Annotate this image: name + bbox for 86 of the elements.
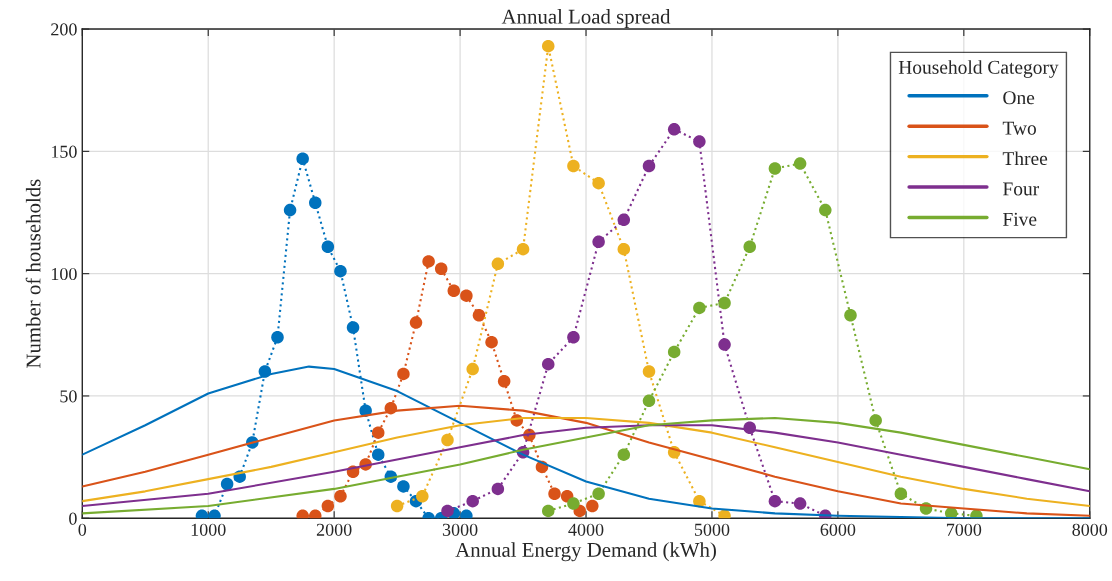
point [466, 362, 479, 376]
x-tick-label: 4000 [568, 523, 604, 536]
point [397, 367, 410, 381]
legend-label: Four [1003, 182, 1040, 196]
y-tick-label: 50 [60, 390, 77, 403]
point [422, 255, 435, 268]
point [447, 284, 461, 298]
point [793, 157, 807, 170]
point [693, 135, 706, 148]
point [586, 499, 599, 513]
x-tick-label: 1000 [191, 523, 226, 536]
point [617, 448, 631, 461]
chart-title: Annual Load spread [501, 9, 671, 28]
point [844, 308, 857, 322]
point [793, 497, 807, 510]
point [718, 338, 731, 351]
point [472, 308, 486, 322]
point [541, 39, 555, 53]
point [441, 433, 454, 447]
x-tick-label: 5000 [694, 523, 730, 536]
y-tick-label: 200 [51, 23, 77, 36]
point [617, 213, 631, 227]
point [642, 365, 656, 378]
point [390, 499, 404, 513]
point [592, 176, 605, 190]
point [321, 499, 335, 513]
point [485, 335, 498, 349]
y-tick-label: 150 [51, 145, 77, 158]
legend-label: Two [1002, 121, 1036, 135]
point [743, 240, 756, 253]
point [592, 235, 605, 249]
point [567, 497, 580, 510]
point [283, 203, 297, 217]
point [409, 316, 423, 329]
point [497, 375, 511, 388]
point [334, 489, 347, 503]
point [718, 296, 731, 310]
x-tick-label: 3000 [442, 523, 478, 536]
y-tick-label: 100 [51, 267, 77, 281]
point [296, 152, 309, 165]
point [491, 257, 505, 271]
point [334, 264, 347, 278]
point [642, 159, 656, 173]
point [567, 159, 580, 173]
point [516, 242, 530, 256]
point [309, 196, 322, 209]
x-tick-label: 7000 [946, 523, 982, 536]
point [768, 162, 782, 175]
x-tick-label: 2000 [316, 523, 352, 536]
point [667, 345, 681, 359]
point [548, 487, 561, 501]
legend-label: Three [1002, 151, 1048, 166]
point [693, 301, 706, 315]
point [541, 357, 555, 371]
x-tick-label: 0 [78, 523, 87, 536]
point [491, 482, 505, 496]
x-tick-label: 6000 [820, 523, 856, 536]
point [434, 262, 448, 276]
legend-label: One [1003, 91, 1035, 105]
y-axis-title: Number of households [25, 179, 41, 368]
point [346, 321, 360, 334]
x-tick-label: 8000 [1072, 523, 1108, 536]
point [819, 203, 832, 217]
point [460, 289, 473, 302]
point [592, 487, 605, 501]
point [416, 489, 429, 503]
legend-label: Five [1003, 212, 1037, 226]
point [371, 426, 385, 439]
point [271, 331, 284, 344]
point [220, 477, 234, 491]
point [567, 331, 580, 344]
point [441, 504, 454, 518]
point [869, 414, 882, 427]
x-axis-title: Annual Energy Demand (kWh) [455, 542, 716, 562]
point [642, 394, 656, 408]
y-tick-label: 0 [69, 512, 77, 525]
point [617, 242, 631, 256]
point [894, 487, 908, 501]
point [321, 240, 335, 253]
point [371, 448, 385, 461]
point [768, 494, 782, 508]
point [466, 494, 479, 508]
point [397, 480, 410, 493]
point [541, 504, 555, 518]
legend-title: Household Category [898, 60, 1059, 78]
point [667, 123, 681, 136]
